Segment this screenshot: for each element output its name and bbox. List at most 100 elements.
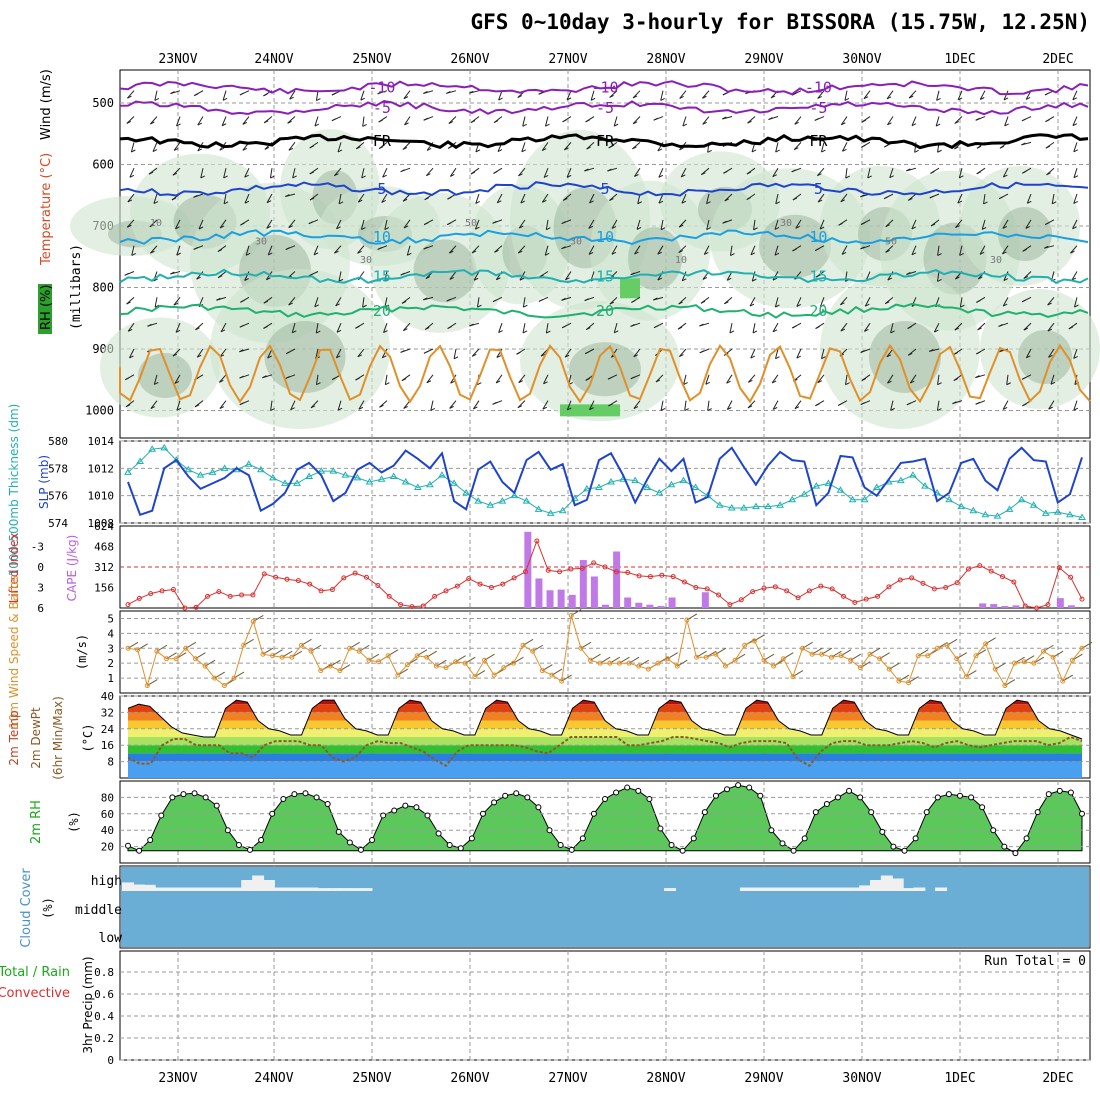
rh-marker [336,829,341,834]
rh-marker [480,811,485,816]
rh-contour-label: 10 [150,218,162,229]
rh-marker [791,848,796,853]
isotherm-label: FR [596,132,615,150]
date-label-top: 29NOV [744,52,783,67]
cloud-bar [122,882,134,891]
wind-barb [363,117,364,127]
rh-marker [1046,792,1051,797]
isotherm-label: 20 [373,302,391,320]
wind-barb [472,349,479,356]
rh-contour-label: 30 [255,236,267,247]
cape-bar [602,605,609,608]
date-label-bottom: 27NOV [548,1071,587,1086]
rh-marker [647,797,652,802]
rh-marker [259,838,264,843]
rh-marker [991,828,996,833]
rh-marker [913,836,918,841]
rh-marker [181,792,186,797]
rh-marker [858,795,863,800]
wind-barb [753,323,755,333]
rh-marker [314,795,319,800]
cloud-bar [339,888,351,891]
cloud-bar [230,888,242,892]
rh-marker [170,795,175,800]
cloud-bar [328,888,340,891]
isotherm-label: 10 [373,228,391,246]
cloud-bar [827,888,839,892]
pressure-tick: 1000 [85,404,114,418]
cloud-bar [317,888,329,891]
cape-bar [979,603,986,608]
wind10m-axis-label: 10m Wind Speed & Barbs [7,575,21,729]
wind-barb [454,349,456,359]
rh-marker [725,787,730,792]
temp-band [120,745,1090,753]
rh-marker [713,793,718,798]
temp-unit: (°C) [81,724,95,753]
wind-barb-flag [1045,93,1049,95]
cloud-bar [805,888,817,892]
rh-marker [447,842,452,847]
isotherm-label: -5 [809,99,827,117]
wind-barb [633,117,640,124]
date-label-bottom: 26NOV [450,1071,489,1086]
isotherm-label: -10 [368,79,395,97]
isotherm-label: -10 [591,79,618,97]
rh-marker [225,828,230,833]
cloud-bar [198,888,210,892]
rh-marker [414,805,419,810]
temp-tick: 24 [101,723,115,736]
rh-marker [614,790,619,795]
cape-bar [591,576,598,608]
rh-marker [1013,851,1018,856]
wind-tick: 1 [107,672,114,685]
wind-barb-flag [332,93,336,95]
cloud-bar [772,888,784,892]
date-label-top: 26NOV [450,52,489,67]
date-label-top: 2DEC [1042,52,1073,67]
rh-marker [281,797,286,802]
wind10m-line [128,616,1082,686]
rh-marker [969,795,974,800]
lifted-index-tick: -3 [31,541,44,554]
rh-marker [126,843,131,848]
wind-barb [845,91,847,101]
cape-tick: 156 [94,582,114,595]
rh-marker [824,801,829,806]
rh-marker [236,842,241,847]
run-total-label: Run Total = 0 [984,954,1086,969]
rh-marker [214,803,219,808]
temp-band [120,721,1090,729]
lifted-index-marker [1080,597,1084,601]
pressure-tick: 800 [92,281,114,295]
rh-marker [270,811,275,816]
date-label-top: 24NOV [254,52,293,67]
rh-marker [1080,811,1085,816]
rh-contour-label: 10 [675,255,687,266]
wind10m-unit: (m/s) [75,634,89,670]
cloud-tick: middle [75,903,122,918]
wind-barb [385,375,387,385]
precip-tick: 0 [107,1054,114,1067]
lifted-index-tick: 6 [37,602,44,615]
thickness-line [128,448,1082,518]
cloud-bar [165,888,177,892]
cloud-bar [306,888,318,892]
rh-marker [702,810,707,815]
date-label-bottom: 30NOV [842,1071,881,1086]
date-label-bottom: 29NOV [744,1071,783,1086]
cloud-bar [903,888,915,891]
cloud-unit: (%) [41,897,55,919]
precip-tick: 0.8 [94,966,114,979]
cloud-bar [285,888,297,892]
cloud-bar [664,888,676,891]
cloud-bar [740,888,752,892]
temperature-axis-label: Temperature (°C) [39,153,54,266]
rh-marker [802,836,807,841]
wind-barb [316,91,318,101]
wind-barb [523,323,525,333]
cloud-bar [209,888,221,892]
rh-marker [780,841,785,846]
pressure-tick: 500 [92,96,114,110]
rh-marker [736,783,741,788]
